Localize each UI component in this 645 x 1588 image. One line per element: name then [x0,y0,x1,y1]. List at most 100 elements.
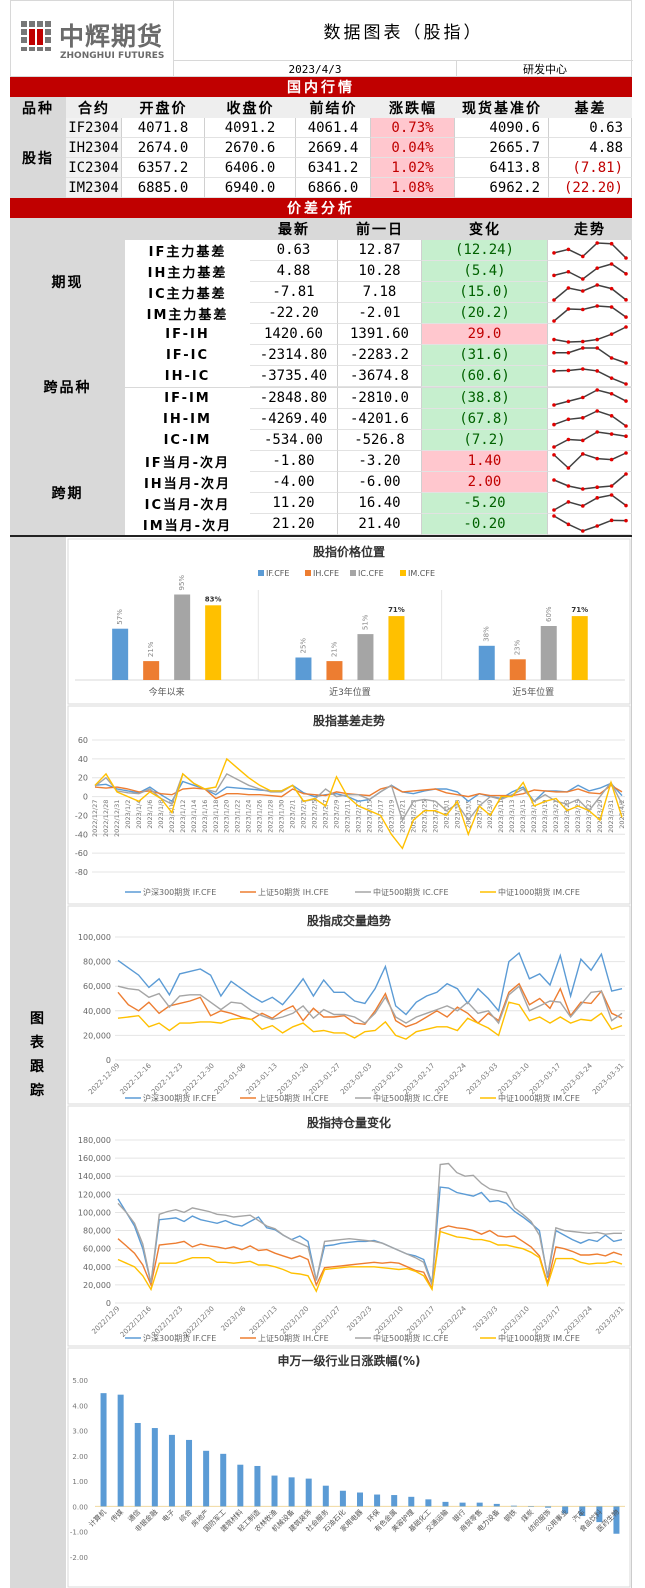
sparkline [548,408,632,430]
spread-latest: 1420.60 [250,324,338,346]
cell-spot: 6962.2 [455,178,549,198]
x-tick-label: 2022/12/28 [102,800,110,837]
legend-label: 中证1000期货 IM.CFE [498,1333,580,1343]
x-tick-label: 2023/3/21 [552,800,560,833]
x-tick-label: 2023/1/16 [201,800,209,833]
sparkline-point [624,325,628,329]
volume-trend-chart: 股指成交量趋势100,00080,00060,00040,00020,00002… [67,905,631,1105]
cell-contract: IC2304 [66,158,122,178]
y-tick-label: 100,000 [78,933,111,942]
sparkline-point [595,457,599,461]
sparkline-point [624,361,628,365]
legend-swatch [400,570,406,576]
sparkline-point [609,304,614,309]
bar-家用电器 [357,1492,363,1507]
column-header-variety: 品种 [10,97,66,118]
bar-IF.CFE [112,628,129,680]
spread-latest: 0.63 [250,240,338,262]
y-tick-label: 180,000 [78,1136,111,1145]
spread-change: 29.0 [422,324,548,346]
section-header-market: 国内行情 [10,77,632,97]
sparkline-point [609,261,614,266]
y-tick-label: 120,000 [78,1190,111,1199]
sparkline-point [581,254,585,258]
x-tick-label: 2023/2/23 [409,800,417,833]
sparkline-line [553,283,627,301]
spread-change: -0.20 [422,513,548,535]
sparkline-point [581,346,585,350]
legend-label: 中证1000期货 IM.CFE [498,887,580,897]
sparkline-chart [552,346,628,365]
sparkline-point [552,350,556,355]
spread-prev: -6.00 [338,471,422,493]
sparkline-point [566,269,571,274]
x-tick-label: 2023/3/31 [607,800,615,833]
sparkline-point [581,487,585,492]
sparkline-point [581,452,585,456]
sparkline-point [609,356,614,360]
charts-section-label: 图表跟踪 [30,1011,44,1099]
spread-change: (31.6) [422,345,548,367]
bar-IF.CFE [478,645,495,680]
y-tick-label: -40 [75,830,88,839]
cell-open: 2674.0 [122,138,205,158]
spread-prev: 21.40 [338,513,422,535]
legend-label: 上证50期货 IH.CFE [258,1093,329,1103]
x-tick-label: 2022/12/31 [113,800,121,837]
sparkline-point [581,529,585,534]
bar-电子 [168,1434,175,1507]
spread-group-label: 跨期 [51,485,84,502]
sparkline-chart [552,303,628,323]
x-tick-label: 2023/3/29 [596,800,604,833]
bar-银行 [459,1502,466,1507]
spread-column-header: 最新 [278,222,310,238]
logo-mark-icon [21,21,51,51]
sparkline-point [566,306,571,311]
bar-煤炭 [527,1506,534,1507]
sparkline-line [553,262,627,280]
spread-prev: -3.20 [338,450,422,472]
sparkline-point [609,484,614,489]
x-tick-label: 2023/3/27 [585,800,593,833]
sparkline-line [553,389,627,406]
data-label: 25% [299,638,307,654]
sparkline-chart [552,472,628,492]
chart-title: 股指价格位置 [313,544,385,559]
sparkline-point [581,288,585,293]
spread-name: IH主力基差 [125,261,250,283]
chart-frame [67,538,631,705]
bar-计算机 [100,1393,107,1507]
spread-change: (60.6) [422,366,548,388]
bar-医药生物 [613,1506,620,1534]
spread-change: (15.0) [422,282,548,304]
spread-change: (20.2) [422,303,548,325]
spread-prev: 16.40 [338,492,422,514]
spread-latest: -4.00 [250,471,338,493]
sparkline-point [566,350,571,355]
cell-basis: (7.81) [549,158,632,178]
sparkline-point [595,524,599,529]
sparkline-chart [552,367,628,386]
spread-column-header: 变化 [469,222,501,238]
series-line-IM [117,1001,623,1040]
cell-basis: 0.63 [549,118,632,138]
sparkline-point [552,508,556,513]
cell-spot: 4090.6 [455,118,549,138]
sparkline-point [552,403,556,407]
y-tick-label: 20 [78,774,88,783]
sparkline-point [624,382,628,386]
cell-prev_settle: 6866.0 [296,178,371,198]
bar-IF.CFE [295,657,312,680]
spread-name: IH-IC [125,366,250,388]
bar-美容护理 [408,1496,415,1507]
x-tick-label: 2023/2/21 [398,800,406,833]
bar-IC.CFE [174,594,191,680]
column-header-open: 开盘价 [122,97,205,118]
spread-prev: -4201.6 [338,408,422,430]
spread-name: IH当月-次月 [125,471,250,493]
x-tick-label: 2023/3/19 [541,800,549,833]
sparkline-point [609,493,614,498]
column-header-close: 收盘价 [205,97,296,118]
y-tick-label: 0 [83,793,88,802]
cell-change_pct: 0.73% [371,118,455,138]
